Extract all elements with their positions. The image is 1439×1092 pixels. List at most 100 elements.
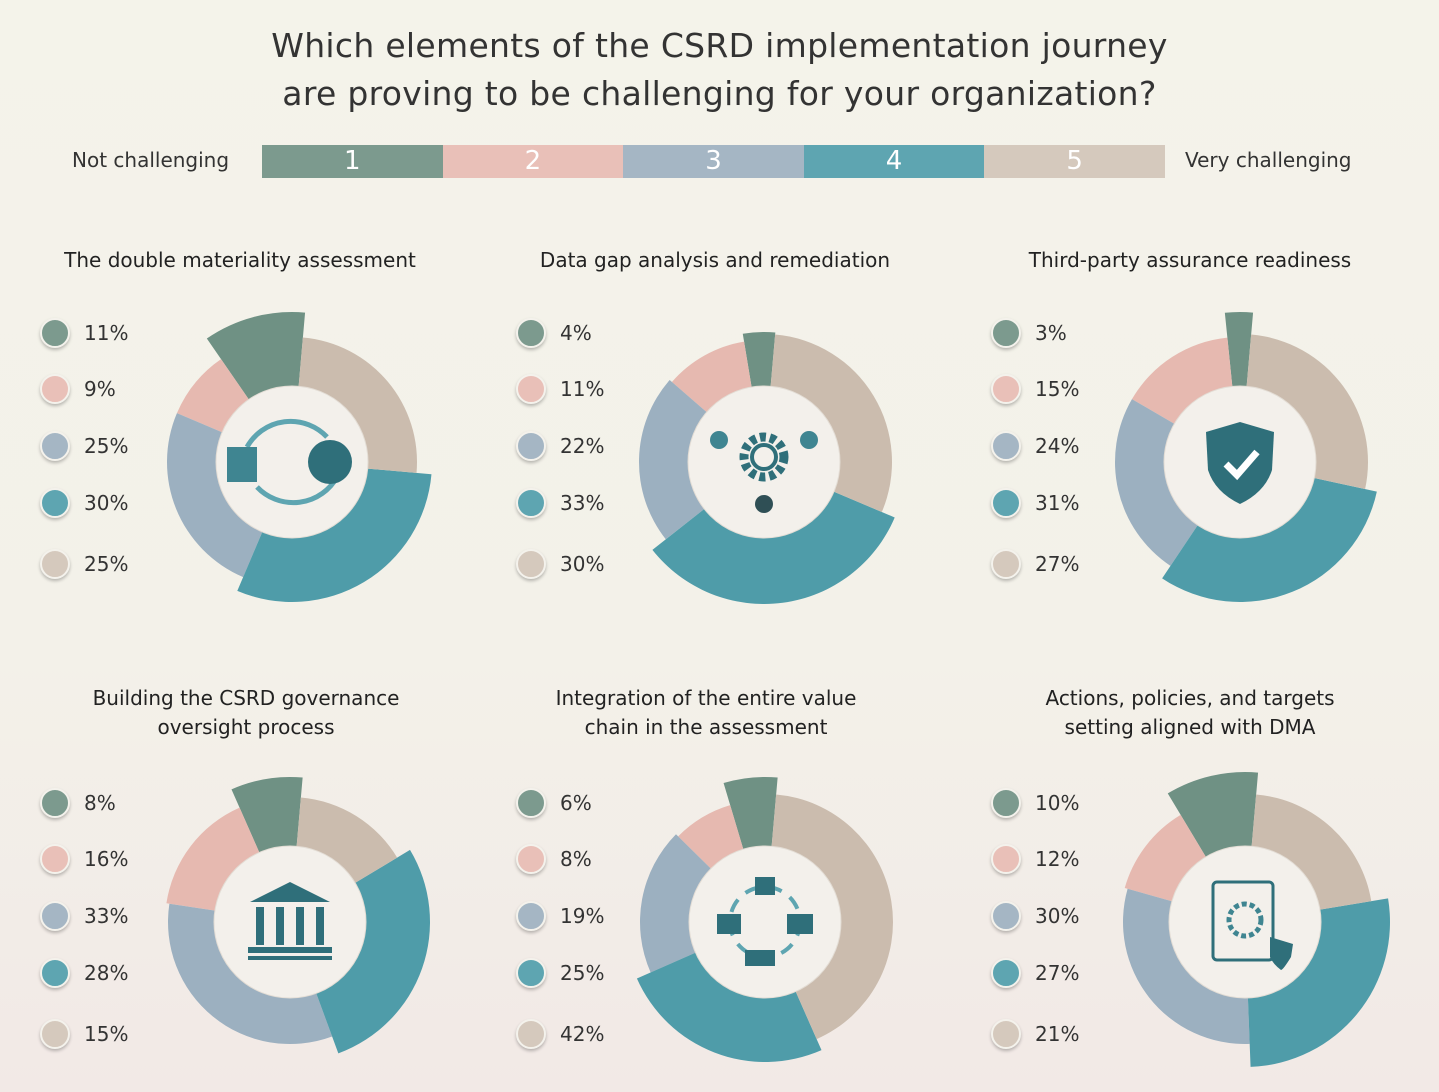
data-label: 25% bbox=[84, 434, 129, 458]
policy-clipboard-icon bbox=[1211, 880, 1293, 970]
legend-dot bbox=[40, 958, 70, 988]
governance-building-icon bbox=[248, 882, 332, 960]
legend-item-level-1: 3% bbox=[991, 318, 1067, 348]
legend-item-level-5: 30% bbox=[516, 549, 604, 579]
legend-dot bbox=[516, 958, 546, 988]
center-disc bbox=[213, 845, 367, 999]
legend-item-level-2: 16% bbox=[40, 844, 128, 874]
legend-dot bbox=[40, 549, 70, 579]
legend-item-level-4: 30% bbox=[40, 488, 128, 518]
legend-dot bbox=[991, 431, 1021, 461]
legend-item-level-1: 10% bbox=[991, 788, 1079, 818]
value-chain-icon bbox=[717, 877, 813, 966]
segment-level-1 bbox=[723, 777, 778, 865]
legend-dot bbox=[516, 318, 546, 348]
segment-level-4 bbox=[1162, 474, 1377, 602]
segment-level-1 bbox=[742, 332, 776, 403]
legend-item-level-1: 11% bbox=[40, 318, 128, 348]
legend-dot bbox=[40, 788, 70, 818]
chart-title: Integration of the entire value chain in… bbox=[555, 686, 857, 739]
company-globe-exchange-icon bbox=[227, 418, 352, 506]
segment-level-4 bbox=[237, 467, 432, 602]
legend-item-level-1: 4% bbox=[516, 318, 592, 348]
data-label: 12% bbox=[1035, 847, 1080, 871]
donut-chart-4 bbox=[166, 777, 431, 1054]
shield-check-icon bbox=[1206, 422, 1274, 504]
legend-item-level-5: 21% bbox=[991, 1019, 1079, 1049]
gear-cycle-icon bbox=[710, 431, 818, 513]
legend-item-level-2: 12% bbox=[991, 844, 1079, 874]
data-label: 42% bbox=[560, 1022, 605, 1046]
data-label: 16% bbox=[84, 847, 129, 871]
donut-chart-6 bbox=[1123, 772, 1390, 1067]
segment-level-5 bbox=[1250, 794, 1372, 913]
segment-level-5 bbox=[1245, 334, 1369, 490]
data-label: 6% bbox=[560, 791, 592, 815]
legend-dot bbox=[991, 374, 1021, 404]
legend-item-level-4: 31% bbox=[991, 488, 1079, 518]
data-label: 25% bbox=[84, 552, 129, 576]
data-label: 11% bbox=[84, 321, 129, 345]
scale-level-3: 3 bbox=[623, 145, 804, 178]
legend-item-level-2: 9% bbox=[40, 374, 116, 404]
legend-dot bbox=[991, 788, 1021, 818]
legend-dot bbox=[40, 318, 70, 348]
legend-item-level-1: 6% bbox=[516, 788, 592, 818]
legend-dot bbox=[516, 431, 546, 461]
data-label: 30% bbox=[84, 491, 129, 515]
scale-level-5: 5 bbox=[984, 145, 1165, 178]
legend-item-level-3: 22% bbox=[516, 431, 604, 461]
scale-low-label: Not challenging bbox=[72, 148, 230, 172]
legend-dot bbox=[991, 958, 1021, 988]
legend-dot bbox=[516, 549, 546, 579]
legend-dot bbox=[516, 844, 546, 874]
scale-high-label: Very challenging bbox=[1185, 148, 1352, 172]
scale-level-2: 2 bbox=[442, 145, 624, 178]
legend-dot bbox=[991, 844, 1021, 874]
segment-level-4 bbox=[310, 849, 431, 1054]
title-line-2: are proving to be challenging for your o… bbox=[282, 74, 1157, 113]
scale-bar: 1 2 3 4 5 bbox=[262, 145, 1165, 178]
segment-level-3 bbox=[167, 413, 269, 578]
chart-title: Data gap analysis and remediation bbox=[539, 248, 891, 272]
chart-title: Third-party assurance readiness bbox=[1028, 248, 1352, 272]
data-label: 33% bbox=[560, 491, 605, 515]
center-disc bbox=[215, 385, 369, 539]
legend-dot bbox=[40, 844, 70, 874]
data-label: 24% bbox=[1035, 434, 1080, 458]
donut-chart-5 bbox=[636, 777, 894, 1062]
data-label: 8% bbox=[84, 791, 116, 815]
data-label: 3% bbox=[1035, 321, 1067, 345]
donut-chart-2 bbox=[639, 332, 895, 604]
chart-title: Actions, policies, and targets setting a… bbox=[1045, 686, 1335, 739]
center-disc bbox=[688, 845, 842, 999]
data-label: 33% bbox=[84, 904, 129, 928]
legend-dot bbox=[991, 318, 1021, 348]
legend-dot bbox=[991, 549, 1021, 579]
legend-item-level-5: 15% bbox=[40, 1019, 128, 1049]
legend-dot bbox=[516, 788, 546, 818]
data-label: 11% bbox=[560, 377, 605, 401]
chart-title: The double materiality assessment bbox=[64, 248, 416, 272]
data-label: 9% bbox=[84, 377, 116, 401]
legend-dot bbox=[40, 431, 70, 461]
legend-item-level-3: 30% bbox=[991, 901, 1079, 931]
data-label: 21% bbox=[1035, 1022, 1080, 1046]
legend-dot bbox=[40, 374, 70, 404]
legend-item-level-5: 25% bbox=[40, 549, 128, 579]
segment-level-5 bbox=[297, 337, 417, 473]
center-disc bbox=[687, 385, 841, 539]
legend-item-level-3: 24% bbox=[991, 431, 1079, 461]
data-label: 10% bbox=[1035, 791, 1080, 815]
legend-item-level-5: 27% bbox=[991, 549, 1079, 579]
legend-item-level-4: 27% bbox=[991, 958, 1079, 988]
legend-item-level-4: 33% bbox=[516, 488, 604, 518]
legend-item-level-2: 8% bbox=[516, 844, 592, 874]
data-label: 31% bbox=[1035, 491, 1080, 515]
legend-item-level-3: 25% bbox=[40, 431, 128, 461]
legend-dot bbox=[40, 901, 70, 931]
segment-level-5 bbox=[769, 334, 892, 513]
data-label: 15% bbox=[1035, 377, 1080, 401]
legend-dot bbox=[40, 488, 70, 518]
